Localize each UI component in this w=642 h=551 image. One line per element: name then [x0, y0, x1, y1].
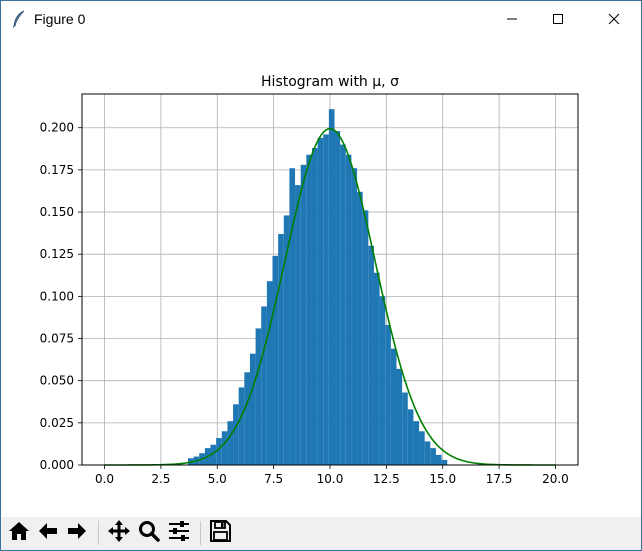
histogram-bar	[413, 421, 420, 465]
back-button[interactable]	[34, 519, 62, 547]
histogram-bar	[419, 431, 425, 465]
histogram-bar	[424, 441, 431, 465]
histogram-bar	[441, 459, 448, 465]
chart-title: Histogram with μ, σ	[261, 74, 399, 90]
histogram-bar	[385, 325, 391, 465]
home-icon	[7, 519, 31, 547]
y-tick-label: 0.050	[40, 374, 74, 388]
histogram-bars	[187, 109, 448, 466]
histogram-bar	[328, 109, 335, 465]
histogram-bar	[306, 154, 312, 465]
histogram-bar	[221, 431, 228, 465]
y-tick-label: 0.175	[40, 163, 74, 177]
histogram-bar	[368, 245, 374, 465]
window-title: Figure 0	[34, 11, 86, 27]
minimize-icon	[506, 13, 518, 25]
y-tick-label: 0.100	[40, 289, 74, 303]
floppy-disk-icon	[208, 519, 232, 547]
figure-canvas[interactable]: 0.0 2.5 5.0 7.5 10.0 12.5 15.0 17.5 20.0 0.000 0.0…	[1, 37, 641, 517]
histogram-bar	[233, 404, 239, 465]
histogram-bar	[216, 438, 222, 465]
save-button[interactable]	[206, 519, 234, 547]
close-button[interactable]	[591, 1, 637, 37]
close-icon	[608, 13, 620, 25]
x-tick-label: 0.0	[95, 472, 114, 486]
histogram-bar	[407, 409, 414, 465]
x-tick-label: 5.0	[208, 472, 227, 486]
y-tick-label: 0.150	[40, 205, 74, 219]
histogram-bar	[435, 454, 442, 465]
histogram-bar	[266, 281, 273, 465]
subplots-button[interactable]	[165, 519, 193, 547]
histogram-bar	[379, 296, 386, 465]
histogram-bar	[255, 328, 262, 465]
sliders-icon	[167, 519, 191, 547]
histogram-bar	[210, 444, 217, 465]
arrow-right-icon	[65, 519, 89, 547]
histogram-bar	[295, 185, 301, 465]
histogram-bar	[317, 137, 324, 465]
x-tick-label: 2.5	[151, 472, 170, 486]
y-tick-label: 0.075	[40, 332, 74, 346]
x-tick-label: 20.0	[542, 472, 569, 486]
x-tick-label: 15.0	[429, 472, 456, 486]
maximize-button[interactable]	[535, 1, 581, 37]
histogram-bar	[227, 421, 234, 465]
histogram-bar	[345, 154, 352, 465]
tick-marks: 0.0 2.5 5.0 7.5 10.0 12.5 15.0 17.5 20.0 0.000 0.0…	[40, 121, 569, 486]
pdf-curve-group	[104, 127, 556, 466]
x-tick-label: 7.5	[264, 472, 283, 486]
arrow-left-icon	[36, 519, 60, 547]
histogram-bar	[300, 164, 307, 465]
histogram-bar	[390, 348, 397, 465]
feather-icon	[11, 10, 27, 28]
magnifier-icon	[137, 519, 161, 547]
histogram-bar	[362, 210, 369, 465]
histogram-bar	[272, 255, 279, 465]
x-tick-label: 17.5	[486, 472, 513, 486]
y-tick-label: 0.025	[40, 416, 74, 430]
toolbar-separator	[200, 521, 201, 545]
histogram-bar	[261, 306, 267, 465]
histogram-bar	[430, 448, 436, 465]
histogram-bar	[357, 191, 363, 466]
histogram-bar	[323, 134, 329, 465]
histogram-bar	[402, 392, 408, 465]
histogram-bar	[373, 272, 380, 465]
zoom-button[interactable]	[135, 519, 163, 547]
histogram-bar	[249, 353, 256, 465]
forward-button[interactable]	[63, 519, 91, 547]
y-tick-label: 0.000	[40, 458, 74, 472]
y-tick-label: 0.200	[40, 121, 74, 135]
histogram-bar	[311, 147, 318, 466]
histogram-bar	[278, 233, 284, 465]
histogram-bar	[334, 131, 341, 465]
home-button[interactable]	[5, 519, 33, 547]
histogram-bar	[340, 144, 346, 465]
title-bar[interactable]: Figure 0	[1, 1, 641, 37]
x-tick-label: 10.0	[317, 472, 344, 486]
maximize-icon	[552, 13, 564, 25]
toolbar-separator	[98, 521, 99, 545]
navigation-toolbar	[1, 517, 641, 550]
axes-frame	[81, 93, 579, 466]
move-icon	[107, 519, 131, 547]
pdf-curve	[104, 127, 556, 466]
histogram-bar	[396, 368, 403, 465]
x-tick-label: 12.5	[373, 472, 400, 486]
histogram-bar	[283, 215, 290, 465]
y-tick-label: 0.125	[40, 247, 74, 261]
pan-button[interactable]	[105, 519, 133, 547]
minimize-button[interactable]	[489, 1, 535, 37]
histogram-bar	[289, 168, 296, 465]
histogram-bar	[351, 168, 358, 465]
histogram-bar	[238, 387, 245, 465]
histogram-bar	[244, 372, 250, 465]
histogram-chart: 0.0 2.5 5.0 7.5 10.0 12.5 15.0 17.5 20.0 0.000 0.0…	[40, 74, 579, 486]
